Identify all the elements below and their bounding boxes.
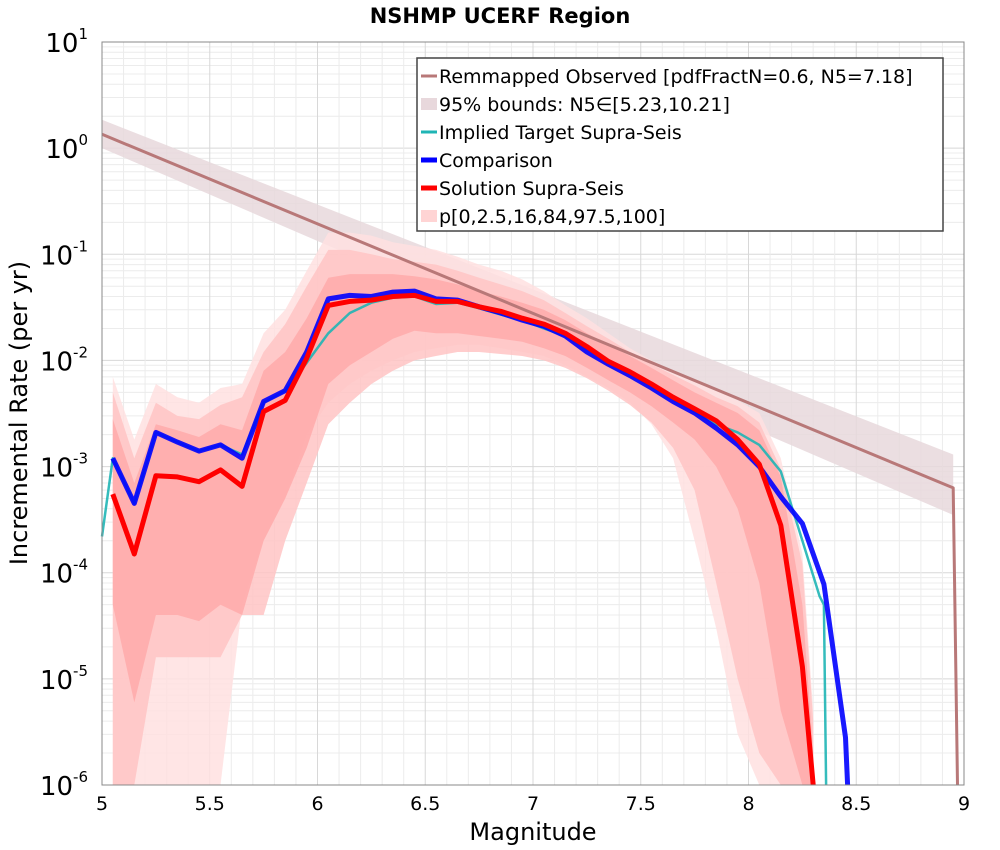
legend: Remmapped Observed [pdfFractN=0.6, N5=7.… [416, 57, 944, 232]
legend-label: 95% bounds: N5∈[5.23,10.21] [439, 94, 730, 116]
x-tick-label: 6 [311, 793, 323, 815]
y-tick-label: 10-5 [40, 662, 88, 696]
legend-swatch [421, 210, 437, 222]
y-axis-label: Incremental Rate (per yr) [5, 261, 33, 565]
chart-title: NSHMP UCERF Region [370, 4, 631, 28]
x-ticks: 5 5.5 6 6.5 7 7.5 8 8.5 9 [96, 793, 970, 815]
series-line [101, 132, 959, 786]
x-tick-label: 7 [527, 793, 539, 815]
y-tick-label: 100 [45, 131, 88, 165]
legend-box [416, 57, 944, 232]
x-tick-label: 5 [96, 793, 108, 815]
y-tick-label: 10-4 [40, 556, 88, 590]
x-tick-label: 8 [742, 793, 754, 815]
legend-label: p[0,2.5,16,84,97.5,100] [439, 206, 665, 228]
x-tick-label: 9 [958, 793, 970, 815]
x-tick-label: 5.5 [195, 793, 225, 815]
legend-label: Comparison [439, 150, 553, 172]
y-ticks: 10-6 10-5 10-4 10-3 10-2 10-1 100 101 [40, 25, 88, 802]
series-line [110, 292, 816, 786]
plot-frame [101, 41, 965, 786]
series-lines [100, 132, 959, 786]
y-tick-label: 10-6 [40, 768, 88, 802]
y-tick-label: 10-2 [40, 343, 88, 377]
x-tick-label: 8.5 [841, 793, 871, 815]
legend-swatch [421, 98, 437, 110]
legend-label: Solution Supra-Seis [439, 178, 624, 200]
y-tick-label: 10-3 [40, 450, 88, 484]
band [112, 274, 814, 785]
x-tick-label: 7.5 [626, 793, 656, 815]
x-tick-label: 6.5 [410, 793, 440, 815]
legend-label: Remmapped Observed [pdfFractN=0.6, N5=7.… [439, 66, 913, 88]
x-axis-label: Magnitude [469, 818, 596, 846]
legend-label: Implied Target Supra-Seis [439, 122, 682, 144]
y-tick-label: 10-1 [40, 237, 88, 271]
y-tick-label: 101 [45, 25, 88, 59]
